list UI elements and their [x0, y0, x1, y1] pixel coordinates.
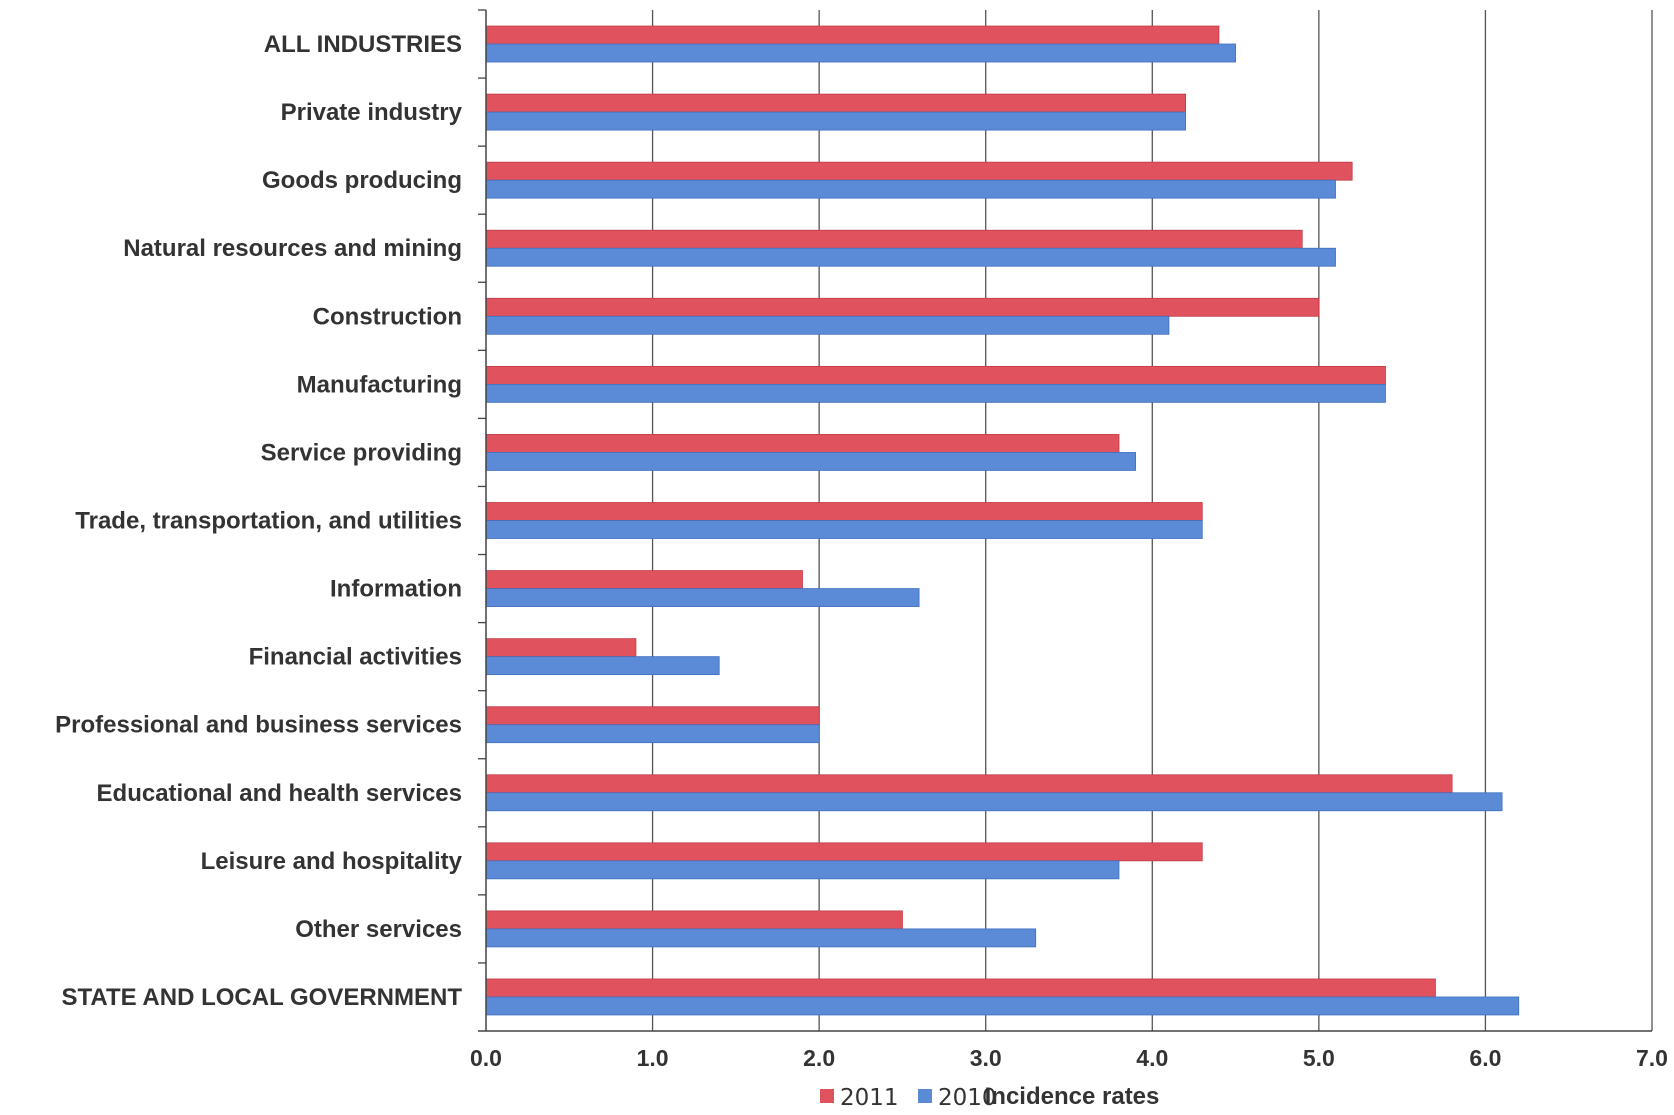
- bar-2010: [485, 179, 1336, 199]
- bar-2011: [485, 297, 1320, 317]
- bar-2010: [485, 315, 1170, 335]
- x-tick-label: 0.0: [470, 1045, 502, 1071]
- x-tick-label: 6.0: [1469, 1045, 1501, 1071]
- bar-2011: [485, 93, 1186, 113]
- bar-2011: [485, 502, 1203, 521]
- bar-2010: [485, 383, 1386, 403]
- category-label: Natural resources and mining: [123, 235, 462, 262]
- bar-2011: [485, 638, 637, 658]
- category-label: Construction: [313, 303, 462, 330]
- x-tick-label: 1.0: [637, 1045, 669, 1071]
- legend-label-2010: 2010: [938, 1085, 997, 1111]
- axes: [478, 9, 1652, 1032]
- bar-2011: [485, 229, 1303, 249]
- category-label: STATE AND LOCAL GOVERNMENT: [62, 984, 463, 1011]
- bar-2011: [485, 978, 1436, 998]
- bar-2010: [485, 111, 1186, 131]
- bar-2010: [485, 452, 1137, 471]
- category-label: Service providing: [261, 439, 462, 466]
- category-label: Goods producing: [262, 167, 462, 194]
- bar-2010: [485, 792, 1503, 812]
- category-label: Financial activities: [249, 644, 462, 671]
- bar-2011: [485, 25, 1220, 45]
- category-label: Trade, transportation, and utilities: [75, 508, 462, 535]
- category-label: Leisure and hospitality: [201, 848, 463, 875]
- category-label: Information: [330, 576, 462, 603]
- bar-2010: [485, 588, 920, 607]
- bars: [485, 25, 1520, 1016]
- bar-2010: [485, 724, 820, 744]
- legend-swatch-2010: [918, 1089, 932, 1103]
- bar-2010: [485, 43, 1236, 63]
- bar-2011: [485, 774, 1453, 794]
- x-axis-title: Incidence rates: [985, 1083, 1160, 1110]
- x-tick-label: 7.0: [1636, 1045, 1668, 1071]
- x-tick-label: 2.0: [803, 1045, 835, 1071]
- bar-2011: [485, 434, 1120, 453]
- bar-2011: [485, 706, 820, 726]
- bar-2010: [485, 860, 1120, 880]
- tick-labels: 0.0 1.0 2.0 3.0 4.0 5.0 6.0 7.0: [470, 1045, 1668, 1071]
- legend: 2011 2010: [820, 1085, 997, 1111]
- category-label: Professional and business services: [55, 712, 462, 739]
- bar-2010: [485, 996, 1520, 1016]
- bar-2010: [485, 656, 720, 676]
- legend-swatch-2011: [820, 1089, 834, 1103]
- category-labels: ALL INDUSTRIES Private industry Goods prod…: [55, 31, 463, 1011]
- legend-label-2011: 2011: [840, 1085, 899, 1111]
- bar-2011: [485, 161, 1353, 181]
- category-label: Educational and health services: [97, 780, 462, 807]
- bar-2011: [485, 910, 903, 930]
- bar-2010: [485, 928, 1037, 948]
- bar-2011: [485, 570, 803, 589]
- category-label: Manufacturing: [297, 371, 462, 398]
- category-label: Other services: [295, 916, 462, 943]
- x-tick-label: 4.0: [1136, 1045, 1168, 1071]
- bar-2011: [485, 365, 1386, 385]
- x-tick-label: 3.0: [970, 1045, 1002, 1071]
- bar-2010: [485, 247, 1336, 267]
- bar-2011: [485, 842, 1203, 862]
- x-tick-label: 5.0: [1303, 1045, 1335, 1071]
- bar-2010: [485, 520, 1203, 539]
- category-label: Private industry: [281, 99, 463, 126]
- category-label: ALL INDUSTRIES: [264, 31, 462, 58]
